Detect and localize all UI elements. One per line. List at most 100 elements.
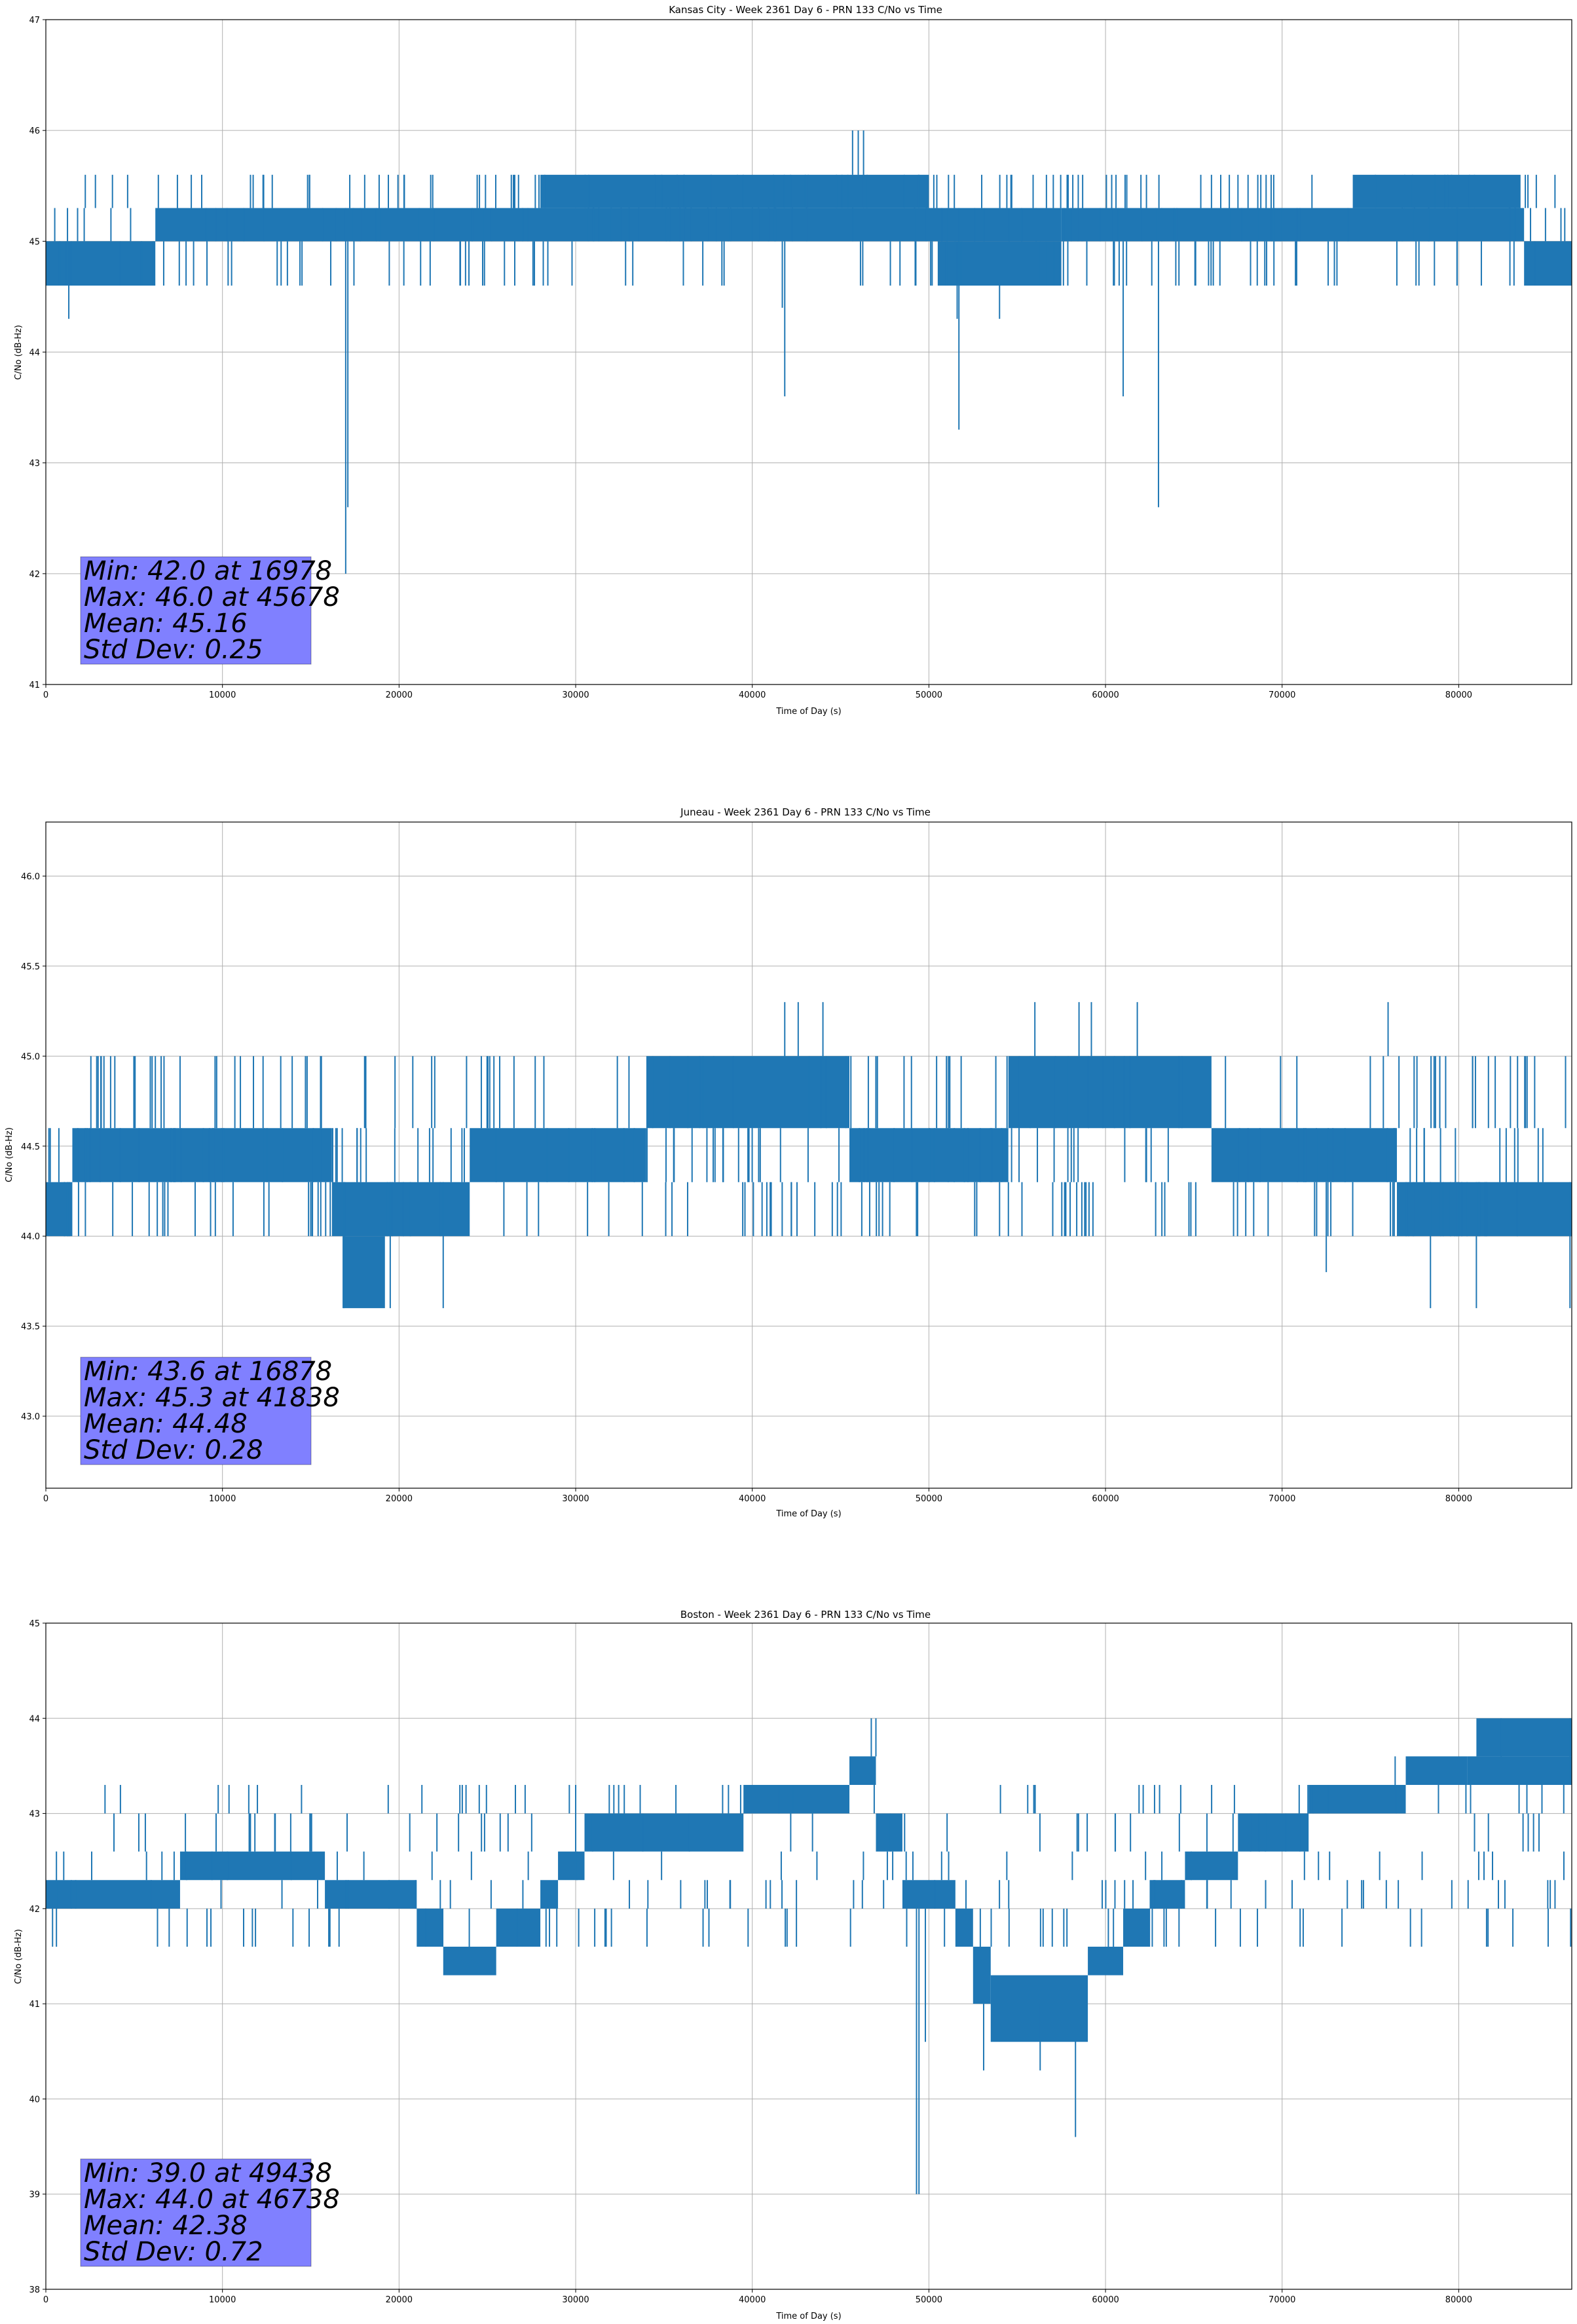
data-band bbox=[1476, 1718, 1572, 1757]
stats-box-background bbox=[80, 556, 312, 665]
data-band bbox=[1008, 1056, 1212, 1129]
data-band bbox=[155, 208, 1062, 242]
stat-min: Min: 42.0 at 16978 bbox=[84, 556, 332, 586]
y-tick-label: 45 bbox=[29, 237, 40, 247]
data-band bbox=[343, 1236, 385, 1309]
data-band bbox=[331, 1182, 470, 1237]
x-tick-label: 10000 bbox=[209, 1494, 236, 1504]
y-tick-label: 44.5 bbox=[21, 1142, 40, 1152]
y-tick-label: 43 bbox=[29, 459, 40, 469]
y-tick-label: 42 bbox=[29, 1905, 40, 1915]
data-band bbox=[876, 1813, 902, 1852]
stat-max: Max: 46.0 at 45678 bbox=[84, 582, 340, 612]
stat-mean: Mean: 42.38 bbox=[84, 2211, 248, 2241]
x-tick-label: 70000 bbox=[1269, 690, 1295, 700]
x-tick-label: 80000 bbox=[1445, 2295, 1472, 2305]
ticks: 0 10000 20000 30000 40000 50000 60000 70000 8000… bbox=[21, 872, 1472, 1504]
data-band bbox=[1088, 1946, 1124, 1976]
y-tick-label: 45.0 bbox=[21, 1052, 40, 1062]
y-tick-label: 44 bbox=[29, 1714, 40, 1724]
x-tick-label: 40000 bbox=[739, 1494, 766, 1504]
x-tick-label: 20000 bbox=[386, 690, 413, 700]
data-band bbox=[849, 1756, 876, 1785]
stat-mean: Mean: 44.48 bbox=[84, 1409, 248, 1439]
x-tick-label: 20000 bbox=[386, 1494, 413, 1504]
data-band bbox=[558, 1851, 585, 1881]
y-tick-label: 41 bbox=[29, 681, 40, 690]
data-band bbox=[46, 241, 156, 286]
stat-max: Max: 44.0 at 46738 bbox=[84, 2184, 340, 2215]
y-tick-label: 39 bbox=[29, 2190, 40, 2200]
plot-frame bbox=[45, 1622, 1572, 2290]
y-axis-label: C/No (dB-Hz) bbox=[14, 325, 24, 380]
y-tick-label: 46.0 bbox=[21, 872, 40, 882]
y-tick-label: 41 bbox=[29, 2000, 40, 2010]
stat-std-dev: Std Dev: 0.28 bbox=[84, 1435, 263, 1465]
y-axis-label: C/No (dB-Hz) bbox=[14, 1929, 24, 1984]
data-band bbox=[496, 1908, 541, 1947]
y-tick-label: 44 bbox=[29, 348, 40, 358]
x-axis-label: Time of Day (s) bbox=[775, 707, 841, 717]
data-band bbox=[1308, 1784, 1406, 1814]
data-band bbox=[1352, 174, 1521, 208]
chart-title: Juneau - Week 2361 Day 6 - PRN 133 C/No … bbox=[680, 806, 931, 818]
series-cno bbox=[46, 1718, 1572, 2194]
x-tick-label: 70000 bbox=[1269, 1494, 1295, 1504]
data-band bbox=[849, 1128, 1009, 1182]
y-tick-label: 45 bbox=[29, 1619, 40, 1629]
data-band bbox=[470, 1128, 646, 1182]
data-band bbox=[584, 1813, 744, 1852]
x-tick-label: 80000 bbox=[1445, 1494, 1472, 1504]
data-band bbox=[1467, 1756, 1572, 1785]
data-band bbox=[1405, 1756, 1468, 1785]
x-tick-label: 0 bbox=[43, 690, 48, 700]
data-band bbox=[990, 1975, 1088, 2042]
series-cno bbox=[46, 1002, 1572, 1309]
chart-title: Boston - Week 2361 Day 6 - PRN 133 C/No … bbox=[680, 1609, 931, 1621]
x-axis-label: Time of Day (s) bbox=[775, 1509, 841, 1519]
stat-mean: Mean: 45.16 bbox=[84, 609, 248, 639]
chart-juneau: Juneau - Week 2361 Day 6 - PRN 133 C/No … bbox=[5, 806, 1572, 1519]
data-band bbox=[1397, 1182, 1572, 1237]
stat-std-dev: Std Dev: 0.72 bbox=[84, 2237, 263, 2267]
y-tick-label: 46 bbox=[29, 126, 40, 136]
data-band bbox=[1524, 241, 1572, 286]
stats-box: Min: 42.0 at 16978 Max: 46.0 at 45678 Me… bbox=[80, 556, 340, 665]
x-tick-label: 50000 bbox=[916, 1494, 942, 1504]
stats-box-background bbox=[80, 2158, 312, 2267]
data-band bbox=[417, 1908, 443, 1947]
data-band bbox=[955, 1908, 973, 1947]
x-tick-label: 20000 bbox=[386, 2295, 413, 2305]
y-tick-label: 43 bbox=[29, 1810, 40, 1820]
chart-boston: Boston - Week 2361 Day 6 - PRN 133 C/No … bbox=[14, 1609, 1572, 2321]
data-band bbox=[902, 1880, 955, 1909]
ticks: 0 10000 20000 30000 40000 50000 60000 70000 8000… bbox=[29, 16, 1472, 700]
chart-kansas-city: Kansas City - Week 2361 Day 6 - PRN 133 … bbox=[14, 4, 1572, 717]
data-band bbox=[1061, 208, 1525, 242]
data-band bbox=[973, 1946, 991, 2004]
x-tick-label: 0 bbox=[43, 1494, 48, 1504]
x-tick-label: 70000 bbox=[1269, 2295, 1295, 2305]
data-band bbox=[46, 1880, 180, 1909]
x-tick-label: 10000 bbox=[209, 690, 236, 700]
y-tick-label: 42 bbox=[29, 570, 40, 580]
x-tick-label: 40000 bbox=[739, 690, 766, 700]
x-tick-label: 50000 bbox=[916, 2295, 942, 2305]
x-tick-label: 30000 bbox=[562, 690, 589, 700]
y-axis-label: C/No (dB-Hz) bbox=[5, 1127, 14, 1182]
x-tick-label: 30000 bbox=[562, 2295, 589, 2305]
y-tick-label: 47 bbox=[29, 16, 40, 26]
x-tick-label: 40000 bbox=[739, 2295, 766, 2305]
y-tick-label: 44.0 bbox=[21, 1232, 40, 1242]
x-tick-label: 60000 bbox=[1092, 690, 1119, 700]
data-band bbox=[325, 1880, 417, 1909]
y-tick-label: 43.0 bbox=[21, 1412, 40, 1422]
stats-box: Min: 39.0 at 49438 Max: 44.0 at 46738 Me… bbox=[80, 2158, 340, 2267]
stat-max: Max: 45.3 at 41838 bbox=[84, 1383, 340, 1413]
data-band bbox=[646, 1056, 850, 1129]
data-band bbox=[540, 1880, 559, 1909]
data-band bbox=[72, 1128, 332, 1182]
data-band bbox=[743, 1784, 850, 1814]
data-band bbox=[1185, 1851, 1238, 1881]
